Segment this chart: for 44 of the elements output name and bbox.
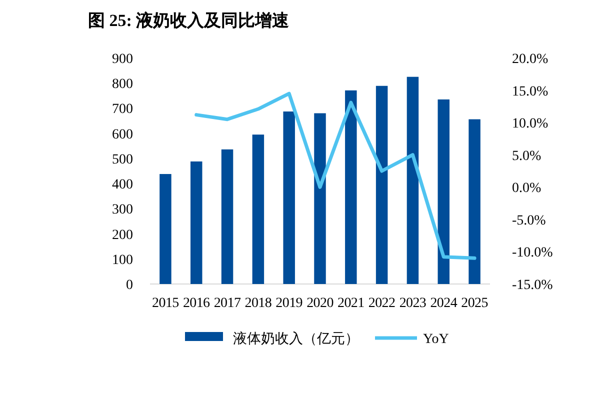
y-tick-label: 400 xyxy=(112,178,133,193)
bar xyxy=(160,174,172,284)
y-tick-label: 100 xyxy=(112,252,133,268)
y-tick-label: 0 xyxy=(126,278,133,293)
bar xyxy=(406,76,419,284)
x-tick-label: 2016 xyxy=(182,296,210,311)
y-tick-label: 300 xyxy=(112,202,133,218)
x-tick-label: 2018 xyxy=(244,296,272,311)
y-tick-label: 200 xyxy=(112,228,133,243)
bar xyxy=(252,134,264,284)
y-tick-label: 800 xyxy=(112,77,133,92)
legend-label: 液体奶收入（亿元） xyxy=(233,331,359,347)
x-tick-label: 2019 xyxy=(276,296,303,311)
bar xyxy=(314,113,326,284)
bar xyxy=(438,99,450,284)
x-tick-label: 2015 xyxy=(152,296,180,311)
y2-tick-label: 20.0% xyxy=(512,52,548,67)
bar xyxy=(376,86,388,284)
y2-tick-label: 5.0% xyxy=(512,148,542,164)
x-tick-label: 2021 xyxy=(338,296,365,311)
x-tick-label: 2025 xyxy=(461,296,488,311)
x-tick-label: 2020 xyxy=(306,296,334,311)
bar xyxy=(221,149,234,284)
y-tick-label: 700 xyxy=(112,102,133,118)
y-tick-label: 600 xyxy=(112,127,133,142)
y2-tick-label: -5.0% xyxy=(512,213,546,228)
legend-label: YoY xyxy=(423,332,449,347)
y-tick-label: 500 xyxy=(112,152,133,168)
x-tick-label: 2023 xyxy=(399,296,426,311)
bar xyxy=(283,111,295,284)
y2-tick-label: 10.0% xyxy=(512,116,548,132)
bar xyxy=(468,119,480,284)
y2-tick-label: -10.0% xyxy=(512,246,554,261)
x-tick-label: 2024 xyxy=(430,296,458,311)
y2-tick-label: 15.0% xyxy=(512,84,548,100)
y2-tick-label: -15.0% xyxy=(512,278,554,293)
line-series xyxy=(194,92,476,260)
chart-title: 图 25: 液奶收入及同比增速 xyxy=(88,11,290,30)
y2-tick-label: 0.0% xyxy=(512,181,542,196)
x-tick-label: 2022 xyxy=(368,296,396,311)
y-tick-label: 900 xyxy=(112,52,133,67)
bar xyxy=(190,161,202,284)
bar xyxy=(345,90,357,284)
x-tick-label: 2017 xyxy=(214,296,241,311)
